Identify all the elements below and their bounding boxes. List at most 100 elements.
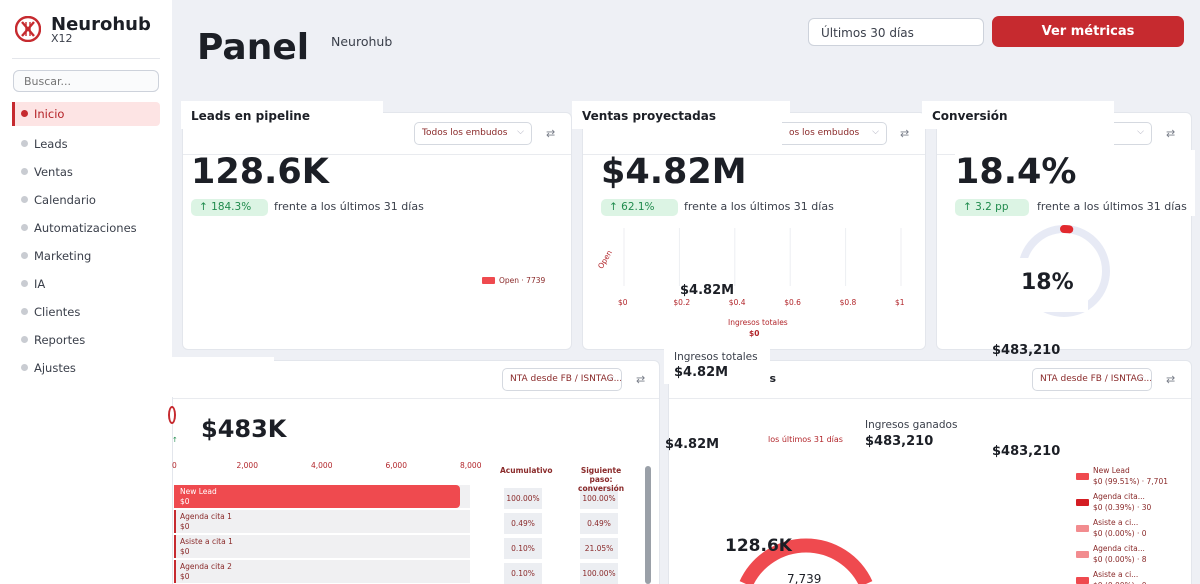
sidebar-item-ventas[interactable]: Ventas xyxy=(12,158,160,186)
funnel-scrollbar[interactable] xyxy=(645,466,651,584)
sidebar-nav: Inicio Leads Ventas Calendario Automatiz… xyxy=(12,96,160,382)
sales-chart-grid xyxy=(623,228,902,286)
funnel-col-acumulativo: Acumulativo xyxy=(500,466,553,475)
funnel-source-dropdown[interactable]: NTA desde FB / ISNTAG... ⌵ xyxy=(502,368,622,391)
conversion-pipeline-dropdown[interactable]: ⌵ xyxy=(1114,122,1152,145)
date-range-select[interactable]: Últimos 30 días xyxy=(808,18,984,46)
swap-icon[interactable]: ⇄ xyxy=(1166,373,1176,386)
sales-x-tick: $0.2 xyxy=(673,298,691,307)
sidebar-item-label: Calendario xyxy=(34,193,96,207)
nav-dot-icon xyxy=(21,196,28,203)
sales-x-tick: $0.4 xyxy=(728,298,746,307)
funnel-indicator-icon xyxy=(168,406,176,424)
funnel-stage-name: New Lead xyxy=(180,487,217,496)
funnel-siguiente-cell: 100.00% xyxy=(580,488,618,509)
funnel-stage-row[interactable]: New Lead $0 xyxy=(174,485,470,508)
legend-stage-name: Asiste a ci... xyxy=(1093,518,1139,527)
nav-dot-icon xyxy=(21,110,28,117)
sidebar-item-label: Inicio xyxy=(34,107,65,121)
chevron-down-icon: ⌵ xyxy=(517,127,524,137)
swap-icon[interactable]: ⇄ xyxy=(546,127,556,140)
leads-legend-open: Open · 7739 xyxy=(499,276,546,285)
leads-comparison-text: frente a los últimos 31 días xyxy=(274,200,424,213)
sales-bar-chart xyxy=(623,228,902,286)
sales-x-tick: $1 xyxy=(895,298,905,307)
chevron-down-icon: ⌵ xyxy=(607,373,614,383)
swap-icon[interactable]: ⇄ xyxy=(636,373,646,386)
sidebar-item-reportes[interactable]: Reportes xyxy=(12,326,160,354)
funnel-stage-amount: $0 xyxy=(180,547,190,556)
funnel-value: $483K xyxy=(201,415,287,443)
page-subtitle: Neurohub xyxy=(331,34,393,49)
brand-logo-icon xyxy=(15,16,41,42)
legend-stage-name: Agenda cita... xyxy=(1093,492,1145,501)
funnel-siguiente-cell: 0.49% xyxy=(580,513,618,534)
sidebar-item-label: Ajustes xyxy=(34,361,76,375)
leads-card xyxy=(182,112,572,350)
funnel-stage-amount: $0 xyxy=(180,572,190,581)
sales-pipeline-dropdown[interactable]: os los embudos ⌵ xyxy=(782,122,887,145)
legend-stage-detail: $0 (0.00%) · 0 xyxy=(1093,581,1147,584)
view-metrics-button[interactable]: Ver métricas xyxy=(992,16,1184,47)
funnel-acumulativo-cell: 0.10% xyxy=(504,563,542,584)
legend-stage-detail: $0 (0.39%) · 30 xyxy=(1093,503,1152,512)
funnel-delta-cut: ↑ xyxy=(172,436,178,444)
chevron-down-icon: ⌵ xyxy=(1137,373,1144,383)
leads-pipeline-dropdown[interactable]: Todos los embudos ⌵ xyxy=(414,122,532,145)
sidebar-item-marketing[interactable]: Marketing xyxy=(12,242,160,270)
funnel-stage-amount: $0 xyxy=(180,522,190,531)
nav-dot-icon xyxy=(21,140,28,147)
funnel-x-tick: 8,000 xyxy=(460,461,482,470)
legend-stage-name: Agenda cita... xyxy=(1093,544,1145,553)
nav-dot-icon xyxy=(21,224,28,231)
swap-icon[interactable]: ⇄ xyxy=(1166,127,1176,140)
swap-icon[interactable]: ⇄ xyxy=(900,127,910,140)
won-revenue-label: Ingresos ganados xyxy=(865,419,958,431)
nav-dot-icon xyxy=(21,364,28,371)
funnel-stage-row[interactable]: Agenda cita 1 $0 xyxy=(174,510,470,533)
stage-revenue-dropdown[interactable]: NTA desde FB / ISNTAG... ⌵ xyxy=(1032,368,1152,391)
sales-comparison-text: frente a los últimos 31 días xyxy=(684,200,834,213)
funnel-x-tick: 0 xyxy=(172,461,177,470)
dropdown-value: os los embudos xyxy=(789,128,860,138)
sidebar-item-ia[interactable]: IA xyxy=(12,270,160,298)
funnel-stage-row[interactable]: Asiste a cita 1 $0 xyxy=(174,535,470,558)
dropdown-value: Todos los embudos xyxy=(422,128,508,138)
sidebar-item-label: Ventas xyxy=(34,165,73,179)
brand-name: Neurohub xyxy=(51,14,151,35)
legend-swatch xyxy=(1076,551,1089,558)
leads-delta-badge: ↑ 184.3% xyxy=(191,199,268,216)
nav-dot-icon xyxy=(21,308,28,315)
sales-bar-value: $4.82M xyxy=(680,283,735,298)
funnel-x-tick: 4,000 xyxy=(311,461,333,470)
sidebar-item-automatizaciones[interactable]: Automatizaciones xyxy=(12,214,160,242)
sidebar-item-inicio[interactable]: Inicio xyxy=(12,102,160,126)
legend-swatch xyxy=(1076,577,1089,584)
sidebar-item-calendario[interactable]: Calendario xyxy=(12,186,160,214)
sales-x-axis-cut: $0 xyxy=(749,329,760,338)
sidebar-item-leads[interactable]: Leads xyxy=(12,130,160,158)
sidebar-item-label: Automatizaciones xyxy=(34,221,137,235)
funnel-col-siguiente: Siguiente paso: conversión xyxy=(578,466,625,493)
legend-stage-name: New Lead xyxy=(1093,466,1130,475)
dropdown-value: NTA desde FB / ISNTAG... xyxy=(1040,374,1152,384)
legend-stage-name: Asiste a ci... xyxy=(1093,570,1139,579)
tooltip-total-revenue-label: Ingresos totales xyxy=(674,351,758,363)
sidebar-item-ajustes[interactable]: Ajustes xyxy=(12,354,160,382)
brand-subtitle: X12 xyxy=(51,32,73,45)
funnel-acumulativo-cell: 100.00% xyxy=(504,488,542,509)
funnel-stage-name: Agenda cita 2 xyxy=(180,562,232,571)
conversion-gauge-value: 18% xyxy=(1021,270,1074,295)
legend-swatch xyxy=(482,277,495,284)
funnel-stage-row[interactable]: Agenda cita 2 $0 xyxy=(174,560,470,583)
sidebar-item-clientes[interactable]: Clientes xyxy=(12,298,160,326)
sidebar: Neurohub X12 Inicio Leads Ventas Calenda… xyxy=(0,0,172,584)
leads-card-title: Leads en pipeline xyxy=(181,101,383,129)
nav-dot-icon xyxy=(21,280,28,287)
funnel-x-tick: 2,000 xyxy=(236,461,258,470)
legend-swatch xyxy=(1076,525,1089,532)
total-revenue-value-2: $4.82M xyxy=(665,437,720,452)
legend-stage-detail: $0 (99.51%) · 7,701 xyxy=(1093,477,1168,486)
legend-swatch xyxy=(1076,499,1089,506)
sidebar-search-input[interactable] xyxy=(13,70,159,92)
